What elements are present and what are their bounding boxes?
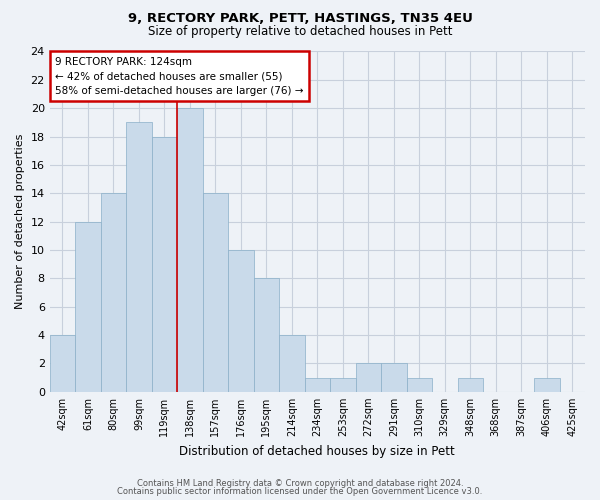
Bar [254,278,279,392]
Bar [228,250,254,392]
Bar [407,378,432,392]
Text: Contains HM Land Registry data © Crown copyright and database right 2024.: Contains HM Land Registry data © Crown c… [137,478,463,488]
Bar [356,364,381,392]
Bar [75,222,101,392]
Bar [330,378,356,392]
X-axis label: Distribution of detached houses by size in Pett: Distribution of detached houses by size … [179,444,455,458]
Bar [381,364,407,392]
Bar [534,378,560,392]
Text: 9, RECTORY PARK, PETT, HASTINGS, TN35 4EU: 9, RECTORY PARK, PETT, HASTINGS, TN35 4E… [128,12,472,26]
Text: Contains public sector information licensed under the Open Government Licence v3: Contains public sector information licen… [118,487,482,496]
Bar [458,378,483,392]
Text: 9 RECTORY PARK: 124sqm
← 42% of detached houses are smaller (55)
58% of semi-det: 9 RECTORY PARK: 124sqm ← 42% of detached… [55,56,304,96]
Bar [126,122,152,392]
Bar [152,136,177,392]
Bar [203,194,228,392]
Bar [305,378,330,392]
Bar [279,335,305,392]
Bar [177,108,203,392]
Bar [101,194,126,392]
Bar [50,335,75,392]
Text: Size of property relative to detached houses in Pett: Size of property relative to detached ho… [148,25,452,38]
Y-axis label: Number of detached properties: Number of detached properties [15,134,25,310]
